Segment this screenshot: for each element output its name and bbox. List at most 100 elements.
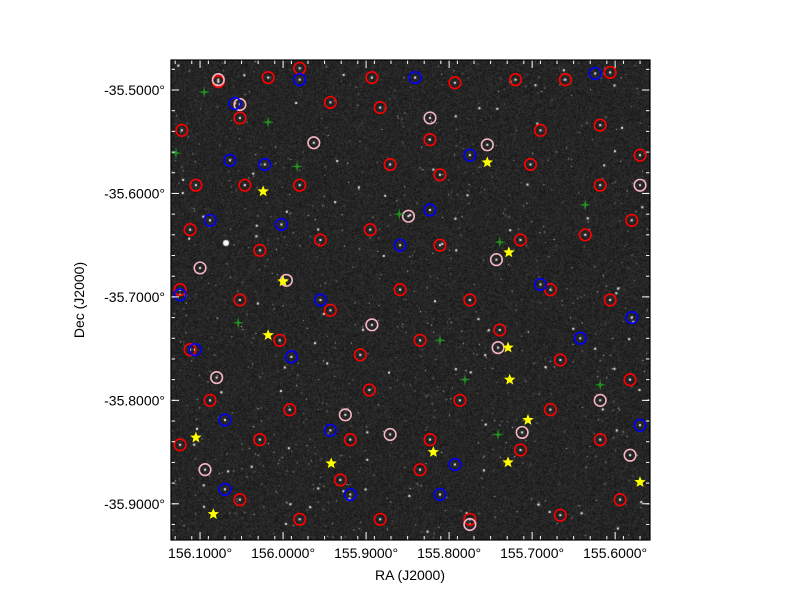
pink-circle-marker — [193, 261, 207, 275]
green-cross-marker — [198, 86, 211, 99]
blue-circle-marker — [633, 418, 647, 432]
x-tick-label: 155.6000° — [583, 545, 647, 561]
red-circle-marker — [493, 323, 507, 337]
red-circle-marker — [233, 493, 247, 507]
blue-circle-marker — [463, 148, 477, 162]
red-circle-marker — [463, 512, 477, 526]
red-circle-marker — [283, 403, 297, 417]
blue-circle-marker — [218, 413, 232, 427]
pink-circle-marker — [365, 318, 379, 332]
red-circle-marker — [293, 178, 307, 192]
blue-circle-marker — [423, 203, 437, 217]
red-circle-marker — [433, 238, 447, 252]
green-cross-marker — [232, 316, 245, 329]
red-circle-marker — [323, 95, 337, 110]
green-cross-marker — [492, 428, 505, 441]
blue-circle-marker — [323, 423, 337, 437]
pink-circle-marker — [423, 111, 437, 125]
blue-circle-marker — [573, 331, 587, 345]
yellow-star-marker — [257, 185, 269, 197]
red-circle-marker — [593, 178, 607, 192]
y-tick-label: -35.6000° — [104, 185, 165, 201]
pink-circle-marker — [198, 463, 212, 477]
pink-circle-marker — [307, 136, 321, 150]
red-circle-marker — [323, 303, 337, 317]
sky-image — [171, 60, 650, 540]
red-circle-marker — [523, 157, 538, 172]
red-circle-marker — [543, 283, 557, 297]
red-circle-marker — [413, 333, 427, 347]
red-circle-marker — [448, 76, 462, 90]
red-circle-marker — [578, 228, 592, 242]
blue-circle-marker — [223, 153, 237, 167]
red-circle-marker — [543, 403, 557, 417]
blue-circle-marker — [218, 482, 232, 496]
green-cross-marker — [579, 198, 592, 211]
y-tick-label: -35.5000° — [104, 82, 165, 98]
red-circle-marker — [433, 168, 447, 182]
yellow-star-marker — [325, 457, 337, 469]
green-cross-marker — [458, 373, 471, 386]
y-tick-label: -35.9000° — [104, 496, 165, 512]
red-circle-marker — [173, 283, 187, 297]
red-circle-marker — [513, 233, 528, 247]
x-tick-label: 156.0000° — [251, 545, 315, 561]
green-cross-marker — [493, 236, 506, 249]
green-cross-marker — [171, 147, 182, 160]
red-circle-marker — [183, 223, 197, 237]
red-circle-marker — [623, 373, 637, 387]
x-tick-label: 155.9000° — [334, 545, 398, 561]
red-circle-marker — [553, 508, 567, 522]
blue-circle-marker — [588, 66, 602, 81]
red-circle-marker — [353, 348, 367, 362]
red-circle-marker — [533, 123, 548, 137]
y-axis-label: Dec (J2000) — [71, 262, 87, 338]
pink-circle-marker — [593, 393, 607, 407]
yellow-star-marker — [481, 156, 493, 168]
red-circle-marker — [189, 178, 203, 192]
blue-circle-marker — [393, 238, 407, 252]
pink-circle-marker — [489, 253, 504, 267]
y-tick-label: -35.8000° — [104, 392, 165, 408]
pink-circle-marker — [633, 178, 647, 192]
blue-circle-marker — [173, 288, 187, 302]
red-circle-marker — [603, 293, 617, 307]
ticks-layer: 156.1000° 156.0000° 155.9000° 155.8000° 155.… — [104, 60, 650, 561]
red-circle-marker — [261, 70, 275, 85]
yellow-star-marker — [504, 373, 516, 385]
red-circle-marker — [203, 393, 217, 407]
red-circle-marker — [373, 100, 387, 115]
yellow-star-marker — [190, 431, 202, 443]
yellow-star-marker — [503, 246, 515, 258]
yellow-star-marker — [427, 446, 439, 457]
red-circle-marker — [293, 61, 307, 75]
red-circle-marker — [183, 343, 197, 357]
red-circle-marker — [238, 178, 252, 192]
red-circle-marker — [423, 433, 437, 447]
pink-circle-marker — [463, 517, 477, 532]
red-circle-marker — [253, 243, 267, 257]
red-circle-marker — [423, 133, 437, 147]
green-cross-marker — [291, 160, 304, 173]
pink-circle-marker — [623, 448, 637, 462]
red-circle-marker — [613, 493, 627, 507]
red-circle-marker — [513, 443, 528, 457]
pink-circle-marker — [338, 408, 352, 422]
green-cross-marker — [262, 116, 275, 129]
pink-circle-marker — [383, 427, 397, 442]
red-circle-marker — [175, 123, 189, 137]
red-circle-marker — [453, 393, 467, 407]
yellow-star-marker — [262, 329, 274, 340]
red-circle-marker — [293, 512, 307, 526]
red-circle-marker — [625, 213, 639, 227]
blue-circle-marker — [313, 293, 328, 307]
red-circle-marker — [343, 433, 357, 447]
red-circle-marker — [273, 333, 287, 347]
yellow-star-marker — [207, 508, 219, 519]
red-circle-marker — [233, 293, 247, 307]
red-circle-marker — [383, 157, 397, 172]
red-circle-marker — [363, 223, 377, 237]
x-axis-label: RA (J2000) — [375, 567, 445, 583]
blue-circle-marker — [274, 217, 289, 232]
